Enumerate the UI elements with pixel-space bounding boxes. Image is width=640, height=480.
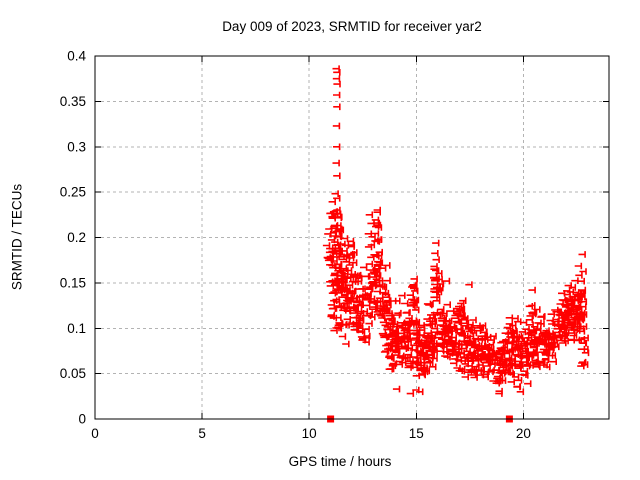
grid-lines — [95, 56, 609, 419]
x-tick-label: 5 — [198, 426, 206, 441]
x-tick-label: 15 — [409, 426, 424, 441]
x-axis-label: GPS time / hours — [288, 454, 392, 469]
y-tick-label: 0.3 — [67, 139, 86, 154]
y-tick-label: 0.2 — [67, 230, 86, 245]
x-tick-label: 10 — [302, 426, 317, 441]
plot-frame — [94, 55, 610, 420]
x-tick-label: 0 — [91, 426, 99, 441]
y-tick-label: 0.05 — [60, 366, 86, 381]
x-tick-label: 20 — [516, 426, 531, 441]
y-tick-label: 0.25 — [60, 185, 86, 200]
y-tick-label: 0.4 — [67, 49, 86, 64]
y-tick-label: 0 — [78, 412, 86, 427]
data-points-srmtid — [322, 65, 590, 397]
y-tick-label: 0.15 — [60, 275, 86, 290]
y-tick-label: 0.1 — [67, 321, 86, 336]
chart-title: Day 009 of 2023, SRMTID for receiver yar… — [222, 19, 482, 34]
y-tick-label: 0.35 — [60, 94, 86, 109]
